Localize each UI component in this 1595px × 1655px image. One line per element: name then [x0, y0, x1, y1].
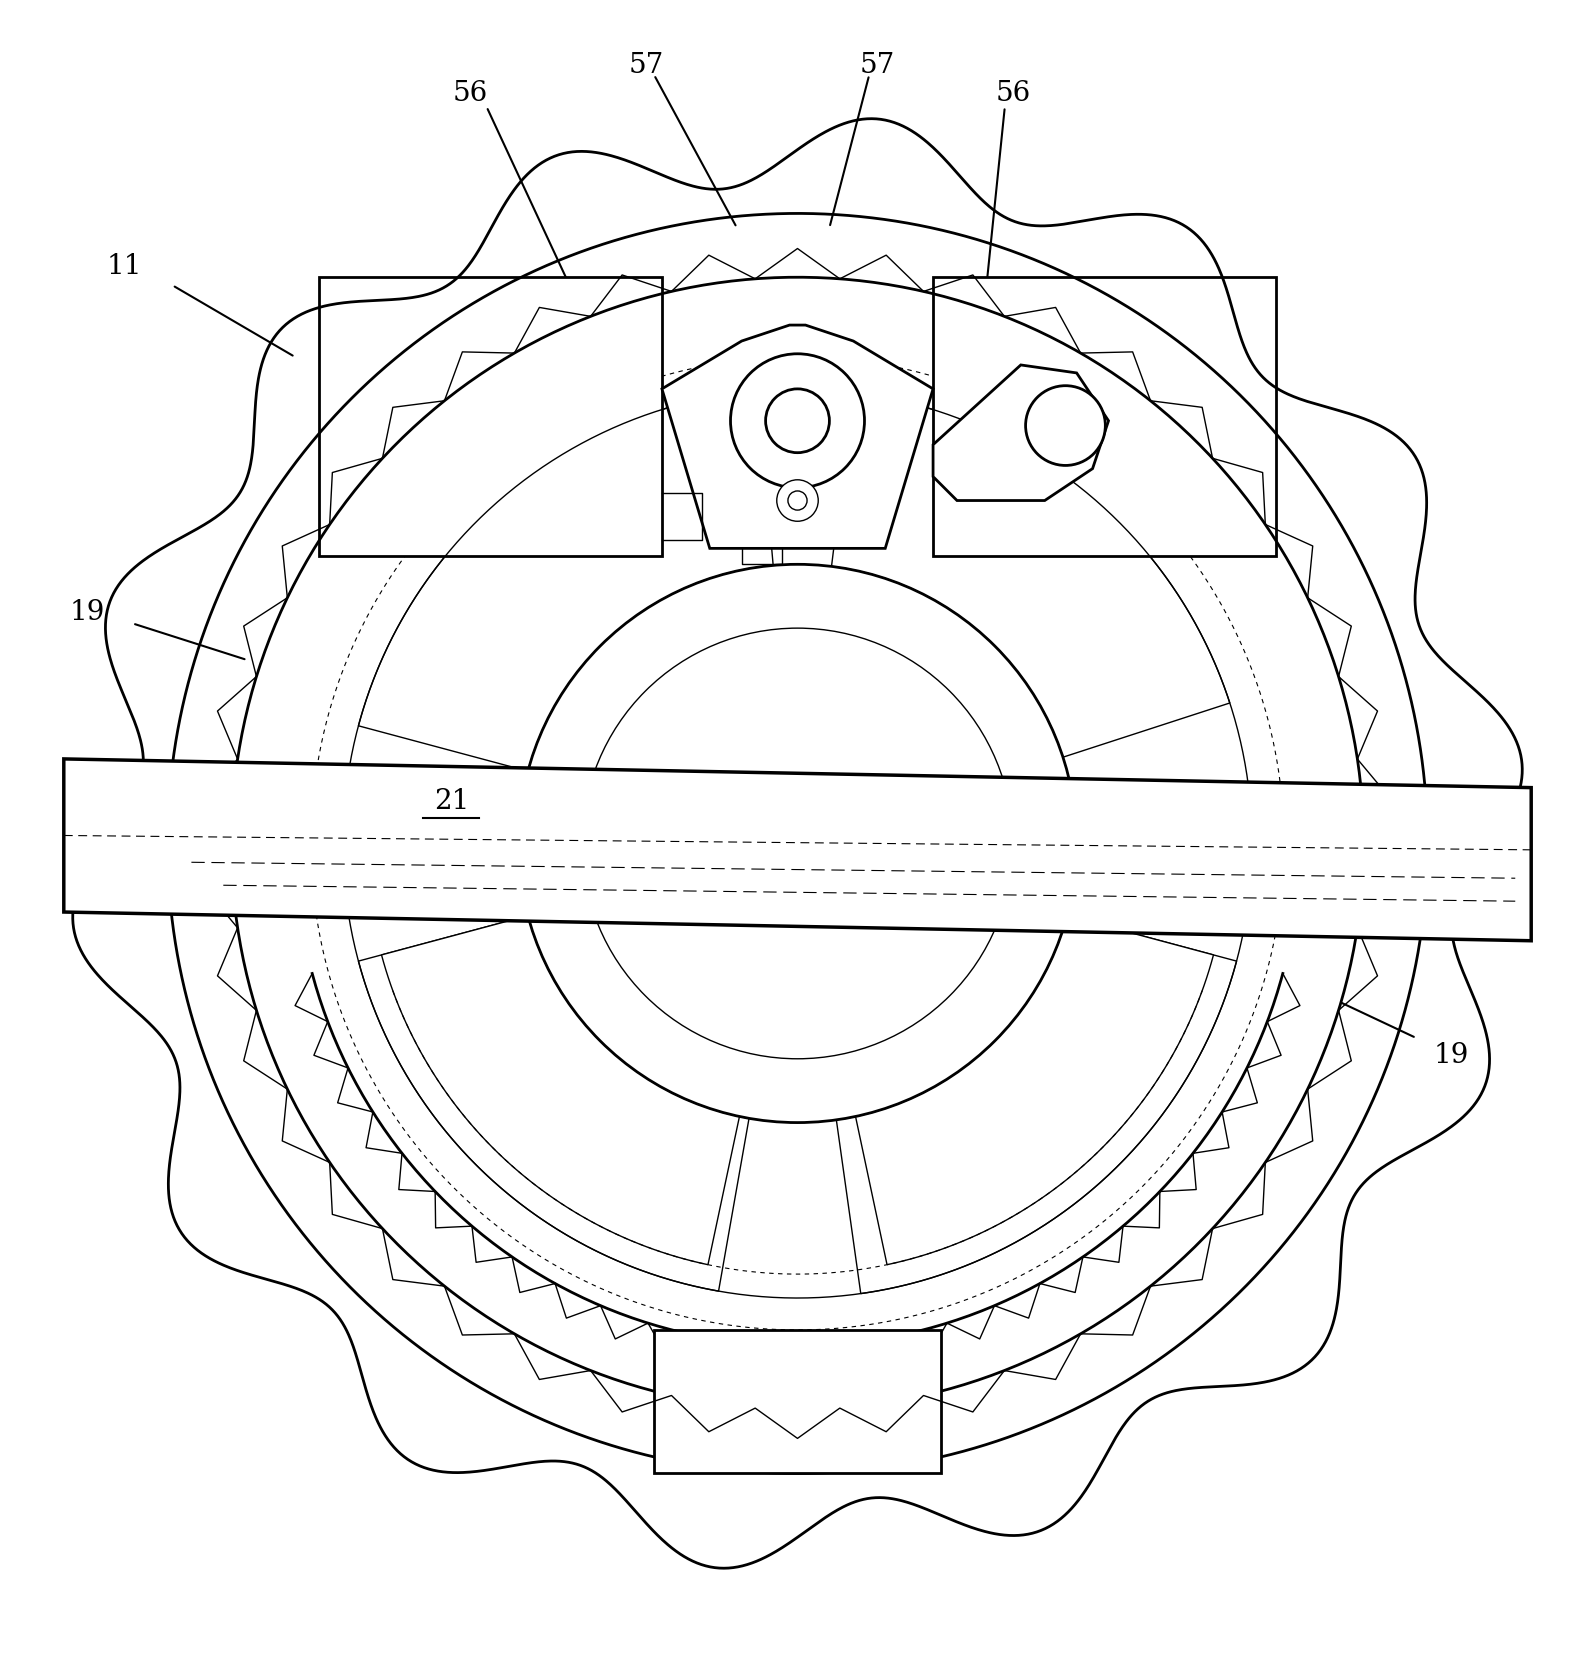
Circle shape: [766, 389, 829, 453]
Text: 11: 11: [107, 253, 142, 280]
Circle shape: [518, 564, 1077, 1122]
Polygon shape: [359, 915, 750, 1291]
Circle shape: [788, 492, 807, 510]
Polygon shape: [836, 915, 1236, 1294]
Text: 57: 57: [860, 51, 895, 78]
Circle shape: [582, 629, 1013, 1059]
Polygon shape: [319, 278, 662, 556]
Polygon shape: [933, 366, 1109, 500]
Text: 21: 21: [434, 788, 469, 816]
Polygon shape: [73, 119, 1522, 1569]
Circle shape: [167, 213, 1428, 1473]
Polygon shape: [64, 760, 1531, 940]
Polygon shape: [381, 915, 740, 1264]
Text: 59: 59: [671, 599, 707, 626]
Circle shape: [731, 354, 864, 488]
Circle shape: [231, 278, 1364, 1410]
Text: 23: 23: [780, 1433, 815, 1460]
Text: 61: 61: [671, 650, 707, 677]
Text: 19: 19: [1434, 1043, 1469, 1069]
Text: 57: 57: [628, 51, 664, 78]
Polygon shape: [654, 1331, 941, 1473]
Text: 56: 56: [995, 81, 1030, 108]
Text: 56: 56: [453, 81, 488, 108]
Polygon shape: [662, 324, 933, 548]
Circle shape: [1026, 386, 1105, 465]
Polygon shape: [359, 391, 774, 771]
Text: 19: 19: [70, 599, 105, 626]
Text: 61: 61: [927, 578, 962, 606]
Polygon shape: [831, 392, 1230, 758]
Circle shape: [777, 480, 818, 521]
Polygon shape: [933, 278, 1276, 556]
Polygon shape: [855, 915, 1214, 1264]
